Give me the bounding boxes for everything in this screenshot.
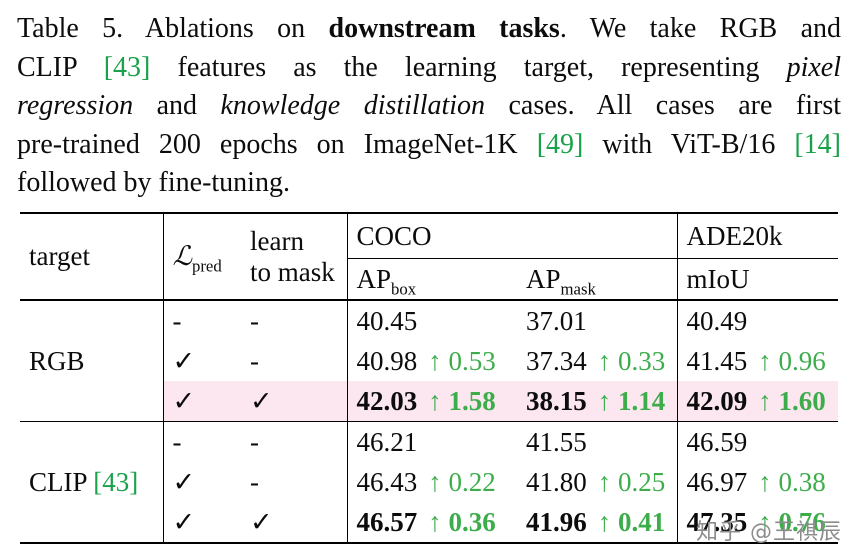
header-row-2: APbox APmask mIoU — [20, 258, 839, 300]
lpred-cell: ✓ — [162, 341, 241, 381]
lpred-cell: - — [162, 300, 241, 341]
ap-box-cell: 40.45 — [346, 300, 517, 341]
table-row: RGB - - 40.45 37.01 40.49 — [20, 300, 839, 376]
caption-italic-text: knowledge distillation — [220, 90, 486, 121]
ablation-table: target ℒpred learn to mask COCO ADE20k A… — [20, 212, 839, 544]
delta-up: ↑ 0.33 — [597, 345, 666, 376]
ap-mask-cell: 41.80 ↑ 0.25 — [526, 466, 666, 497]
table-row: ✓ ✓ 46.57 ↑ 0.36 41.96 ↑ 0.41 47.35 ↑ 0.76 — [20, 502, 839, 543]
col-header-target: target — [29, 241, 90, 271]
ap-mask-cell: 41.96 ↑ 0.41 — [526, 506, 666, 537]
lpred-cell: ✓ — [162, 462, 241, 502]
delta-up: ↑ 0.38 — [758, 466, 826, 497]
caption-line-4: pre-trained 200 epochs on ImageNet-1K [4… — [17, 126, 841, 165]
miou-cell: 40.49 — [676, 300, 839, 341]
caption-line-1: Table 5. Ablations on downstream tasks. … — [17, 10, 841, 49]
ap-box-cell: 40.98 ↑ 0.53 — [346, 341, 517, 381]
mask-cell: - — [250, 466, 259, 497]
caption-line-2: CLIP [43] features as the learning targe… — [17, 49, 841, 88]
delta-up: ↑ 0.22 — [428, 466, 496, 497]
delta-up: ↑ 0.76 — [758, 506, 826, 537]
caption-line-3: regression and knowledge distillation ca… — [17, 87, 841, 126]
ap-box-cell: 46.21 — [346, 421, 517, 462]
zhihu-watermark: 知乎 @王祺辰 — [696, 520, 842, 545]
miou-cell: 41.45 ↑ 0.96 — [676, 341, 839, 381]
caption-text: with ViT-B/16 — [583, 128, 795, 160]
miou-cell: 47.35 ↑ 0.76 — [676, 502, 839, 543]
learn-to-mask-line2: to mask — [250, 256, 335, 287]
table-caption: Table 5. Ablations on downstream tasks. … — [17, 10, 841, 203]
caption-bold-text: downstream tasks — [328, 13, 560, 44]
ap-box-cell: 46.43 ↑ 0.22 — [346, 462, 517, 502]
caption-text: pre-trained 200 epochs on ImageNet-1K — [17, 128, 537, 160]
caption-text: cases. All cases are first — [485, 90, 842, 121]
table-row: ✓ - 46.43 ↑ 0.22 41.80 ↑ 0.25 46.97 ↑ 0.38 — [20, 462, 839, 502]
ap-box-cell: 42.03 ↑ 1.58 — [346, 381, 517, 422]
caption-italic-text: regression — [17, 90, 134, 121]
caption-italic-text: pixel — [786, 51, 841, 83]
mask-cell: ✓ — [250, 506, 273, 537]
delta-up: ↑ 0.41 — [597, 506, 666, 537]
col-header-learn-to-mask: learn to mask — [241, 213, 347, 300]
delta-up: ↑ 0.96 — [758, 345, 826, 376]
caption-line-5: followed by fine-tuning. — [17, 164, 841, 203]
table-row: CLIP [43] - - 46.21 41.55 46.59 — [20, 421, 839, 497]
target-cell-rgb: RGB — [29, 345, 85, 376]
caption-text: CLIP — [17, 51, 104, 83]
ap-mask-cell: 41.55 — [526, 426, 587, 457]
mask-cell: - — [250, 426, 259, 457]
lpred-cell: ✓ — [162, 381, 241, 422]
ap-mask-cell: 37.01 — [526, 305, 587, 336]
table-row: ✓ - 40.98 ↑ 0.53 37.34 ↑ 0.33 41.45 ↑ 0.96 — [20, 341, 839, 381]
table-row-highlighted: ✓ ✓ 42.03 ↑ 1.58 38.15 ↑ 1.14 42.09 ↑ 1.60 — [20, 381, 839, 422]
col-header-ap-mask: APmask — [526, 263, 596, 298]
delta-up: ↑ 0.25 — [597, 466, 666, 497]
delta-up: ↑ 1.60 — [758, 385, 826, 416]
mask-cell: ✓ — [241, 381, 347, 422]
citation-link[interactable]: [43] — [103, 51, 151, 83]
citation-link[interactable]: [49] — [536, 128, 584, 160]
caption-text: followed by fine-tuning. — [17, 167, 290, 198]
miou-cell: 46.97 ↑ 0.38 — [676, 462, 839, 502]
caption-text: features as the learning target, represe… — [150, 51, 787, 83]
miou-cell: 46.59 — [676, 421, 839, 462]
ap-box-cell: 46.57 ↑ 0.36 — [346, 502, 517, 543]
citation-link[interactable]: [14] — [794, 128, 842, 160]
col-header-ap-box: APbox — [346, 258, 517, 300]
lpred-cell: ✓ — [162, 502, 241, 543]
caption-text: Table 5. Ablations on — [17, 13, 329, 44]
citation-link[interactable]: [43] — [93, 466, 139, 497]
learn-to-mask-line1: learn — [250, 226, 304, 257]
caption-text: . We take RGB and — [559, 13, 841, 44]
group-clip: CLIP [43] - - 46.21 41.55 46.59 ✓ - 46.4… — [20, 421, 839, 543]
loss-subscript: pred — [191, 256, 222, 276]
col-header-miou: mIoU — [676, 258, 839, 300]
table-header: target ℒpred learn to mask COCO ADE20k A… — [20, 213, 839, 300]
caption-text: and — [133, 90, 221, 121]
mask-cell: - — [250, 345, 259, 376]
delta-up: ↑ 0.53 — [428, 345, 496, 376]
group-rgb: RGB - - 40.45 37.01 40.49 ✓ - 40.98 ↑ 0.5… — [20, 300, 839, 422]
col-header-lpred: ℒpred — [162, 213, 241, 300]
loss-symbol: ℒ — [172, 241, 192, 271]
ap-mask-cell: 38.15 ↑ 1.14 — [517, 381, 678, 422]
delta-up: ↑ 0.36 — [428, 506, 496, 537]
lpred-cell: - — [162, 421, 241, 462]
miou-cell: 42.09 ↑ 1.60 — [676, 381, 839, 422]
ap-mask-cell: 37.34 ↑ 0.33 — [526, 345, 666, 376]
delta-up: ↑ 1.58 — [428, 385, 496, 416]
mask-cell: - — [250, 305, 259, 336]
delta-up: ↑ 1.14 — [597, 385, 666, 416]
target-cell-clip: CLIP [43] — [29, 466, 139, 497]
header-row-1: target ℒpred learn to mask COCO ADE20k — [20, 213, 839, 300]
col-header-ade20k: ADE20k — [676, 213, 839, 259]
col-header-coco: COCO — [346, 213, 678, 259]
